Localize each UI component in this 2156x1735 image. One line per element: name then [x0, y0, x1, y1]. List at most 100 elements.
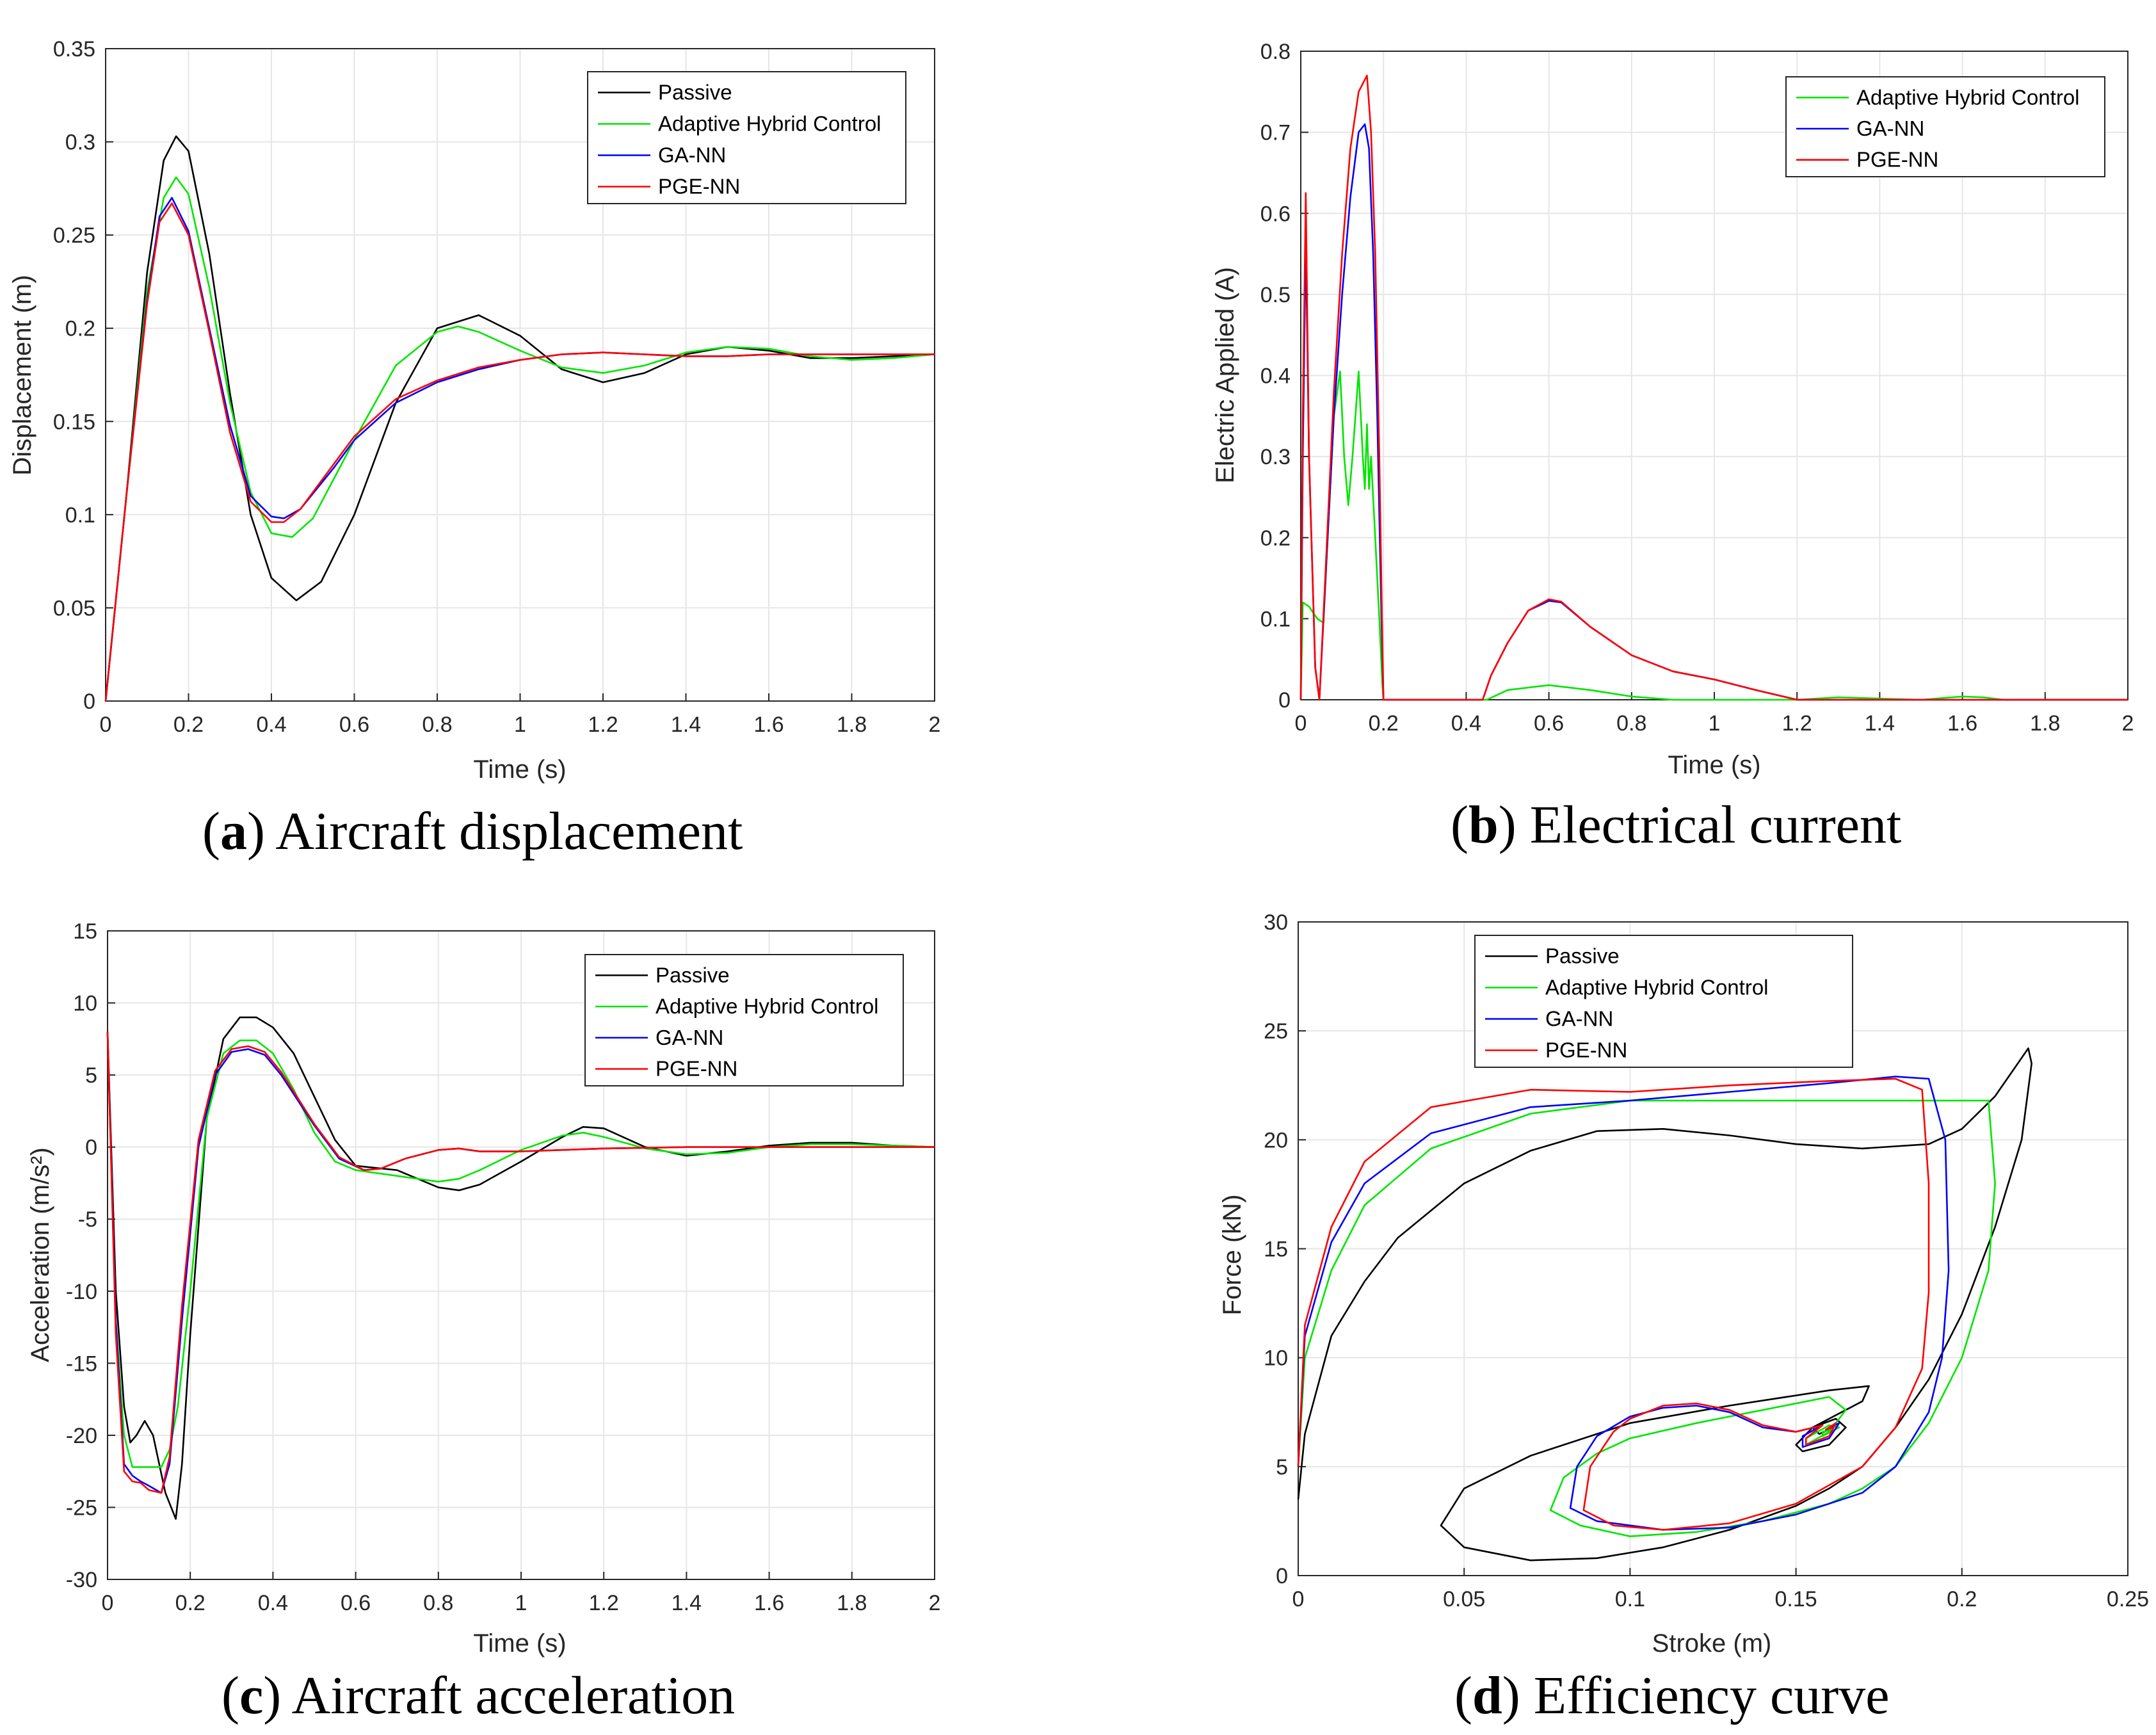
- x-tick-label: 1: [514, 713, 526, 737]
- x-tick-label: 1.2: [1782, 711, 1812, 736]
- x-axis-ticks: 0 0.2 0.4 0.6 0.8 1 1.2 1.4 1.6 1.8 2: [102, 1572, 940, 1615]
- y-tick-label: 0.5: [1260, 283, 1291, 307]
- x-tick-label: 0.6: [341, 1591, 371, 1615]
- y-tick-label: 0.15: [53, 410, 95, 434]
- y-tick-label: 0: [1278, 688, 1291, 713]
- x-tick-label: 1.4: [1865, 711, 1895, 736]
- x-tick-label: 0.2: [1947, 1587, 1977, 1611]
- x-tick-label: 1: [515, 1591, 527, 1615]
- x-tick-label: 0.2: [175, 1591, 205, 1615]
- x-tick-label: 0.25: [2107, 1587, 2149, 1611]
- series-line-passive: [106, 1016, 935, 1520]
- x-tick-label: 0.2: [173, 713, 204, 737]
- y-axis-ticks: -30 -25 -20 -15 -10 -5 0 5 10 15: [66, 919, 115, 1592]
- y-tick-label: 0.05: [53, 596, 95, 620]
- legend: Passive Adaptive Hybrid Control GA-NN PGE-N…: [587, 71, 906, 204]
- x-tick-label: 0.4: [258, 1591, 288, 1615]
- x-tick-label: 0.05: [1443, 1587, 1485, 1611]
- y-tick-label: 0.1: [65, 503, 95, 528]
- x-tick-label: 1.8: [2030, 711, 2060, 736]
- y-tick-label: 0.25: [53, 223, 95, 248]
- legend-box: [584, 954, 904, 1086]
- x-tick-label: 1.8: [837, 713, 867, 737]
- legend-entry: Adaptive Hybrid Control: [1856, 85, 2080, 109]
- x-axis-ticks: 0 0.2 0.4 0.6 0.8 1 1.2 1.4 1.6 1.8 2: [100, 693, 941, 737]
- series-line-adaptive-hybrid-control: [106, 1031, 935, 1468]
- y-axis-ticks: 0 5 10 15 20 25 30: [1264, 910, 1306, 1588]
- y-tick-label: 0.3: [1260, 445, 1291, 469]
- y-tick-label: 15: [73, 919, 97, 944]
- y-tick-label: 0: [1276, 1564, 1288, 1588]
- series-lines: [106, 1016, 935, 1520]
- series-line-pge-nn: [106, 1031, 935, 1494]
- x-tick-label: 1.6: [753, 713, 784, 737]
- y-tick-label: 5: [1276, 1455, 1288, 1480]
- series-lines: [1297, 1047, 2032, 1562]
- legend-entry: Passive: [1545, 944, 1620, 968]
- y-tick-label: 0.6: [1260, 202, 1291, 226]
- y-tick-label: 0.4: [1260, 364, 1291, 389]
- legend-entry: Adaptive Hybrid Control: [1545, 976, 1769, 999]
- y-axis-label: Force (kN): [1218, 1195, 1246, 1316]
- y-tick-label: -25: [66, 1496, 97, 1520]
- x-tick-label: 0.6: [339, 713, 369, 737]
- x-tick-label: 1.6: [1947, 711, 1977, 736]
- x-axis-label: Time (s): [473, 1629, 566, 1658]
- caption-a: (a) Aircraft displacement: [202, 802, 743, 861]
- legend-entry: Passive: [656, 963, 730, 987]
- legend-entry: Adaptive Hybrid Control: [656, 994, 879, 1018]
- efficiency-curve-chart: 0 0.05 0.1 0.15 0.2 0.25 0 5 10 15 20 25 30 Stroke …: [1218, 910, 2149, 1658]
- series-line-pge-nn: [1297, 1077, 1930, 1531]
- y-tick-label: 0.2: [65, 317, 95, 341]
- x-tick-label: 1.4: [672, 1591, 702, 1615]
- legend-box: [587, 71, 906, 204]
- x-axis-label: Stroke (m): [1652, 1629, 1772, 1658]
- x-tick-label: 1: [1709, 711, 1721, 736]
- caption-b: (b) Electrical current: [1451, 795, 1902, 855]
- legend-entry: GA-NN: [1856, 117, 1924, 140]
- legend-entry: PGE-NN: [658, 175, 740, 198]
- y-tick-label: 10: [1264, 1346, 1288, 1371]
- x-tick-label: 1.4: [671, 713, 701, 737]
- y-axis-label: Displacement (m): [8, 275, 36, 475]
- y-tick-label: 15: [1264, 1238, 1288, 1262]
- x-axis-ticks: 0 0.05 0.1 0.15 0.2 0.25: [1292, 1568, 2149, 1611]
- y-tick-label: 0.35: [53, 37, 95, 61]
- x-tick-label: 0: [1292, 1587, 1305, 1611]
- y-tick-label: 0: [83, 690, 95, 714]
- x-tick-label: 0: [1295, 711, 1307, 736]
- y-axis-ticks: 0 0.1 0.2 0.3 0.4 0.5 0.6 0.7 0.8: [1260, 40, 1308, 713]
- legend-entry: GA-NN: [658, 143, 726, 167]
- acceleration-chart: 0 0.2 0.4 0.6 0.8 1 1.2 1.4 1.6 1.8 2 -30 -25 -20 -15…: [26, 919, 940, 1658]
- y-tick-label: 10: [73, 992, 97, 1016]
- y-tick-label: -20: [66, 1424, 97, 1448]
- series-line-passive: [1297, 1047, 2032, 1562]
- legend-entry: GA-NN: [1545, 1007, 1613, 1031]
- x-tick-label: 0.1: [1615, 1587, 1645, 1611]
- x-tick-label: 0.6: [1534, 711, 1564, 736]
- y-tick-label: 0.8: [1260, 40, 1291, 64]
- x-tick-label: 0.15: [1775, 1587, 1817, 1611]
- y-tick-label: 0.2: [1260, 526, 1291, 551]
- x-axis-ticks: 0 0.2 0.4 0.6 0.8 1 1.2 1.4 1.6 1.8 2: [1295, 692, 2134, 736]
- y-tick-label: 20: [1264, 1128, 1288, 1152]
- series-lines: [1299, 74, 2128, 701]
- legend-entry: GA-NN: [656, 1026, 723, 1049]
- y-tick-label: 0.3: [65, 131, 95, 155]
- x-tick-label: 1.2: [588, 713, 618, 737]
- series-line-pge-nn: [1299, 74, 2128, 701]
- legend: Passive Adaptive Hybrid Control GA-NN PGE-N…: [584, 954, 904, 1086]
- x-tick-label: 1.2: [589, 1591, 619, 1615]
- series-lines: [104, 135, 935, 702]
- y-axis-label: Acceleration (m/s²): [26, 1147, 54, 1362]
- legend-entry: Passive: [658, 81, 732, 104]
- y-tick-label: 0: [85, 1136, 97, 1160]
- y-axis-ticks: 0 0.05 0.1 0.15 0.2 0.25 0.3 0.35: [53, 37, 113, 714]
- legend-entry: Adaptive Hybrid Control: [658, 112, 881, 136]
- x-tick-label: 2: [929, 713, 941, 737]
- legend: Adaptive Hybrid Control GA-NN PGE-NN: [1785, 76, 2105, 177]
- y-tick-label: -5: [78, 1207, 97, 1232]
- legend-entry: PGE-NN: [656, 1057, 737, 1081]
- x-tick-label: 0.8: [422, 713, 452, 737]
- x-tick-label: 0: [100, 713, 112, 737]
